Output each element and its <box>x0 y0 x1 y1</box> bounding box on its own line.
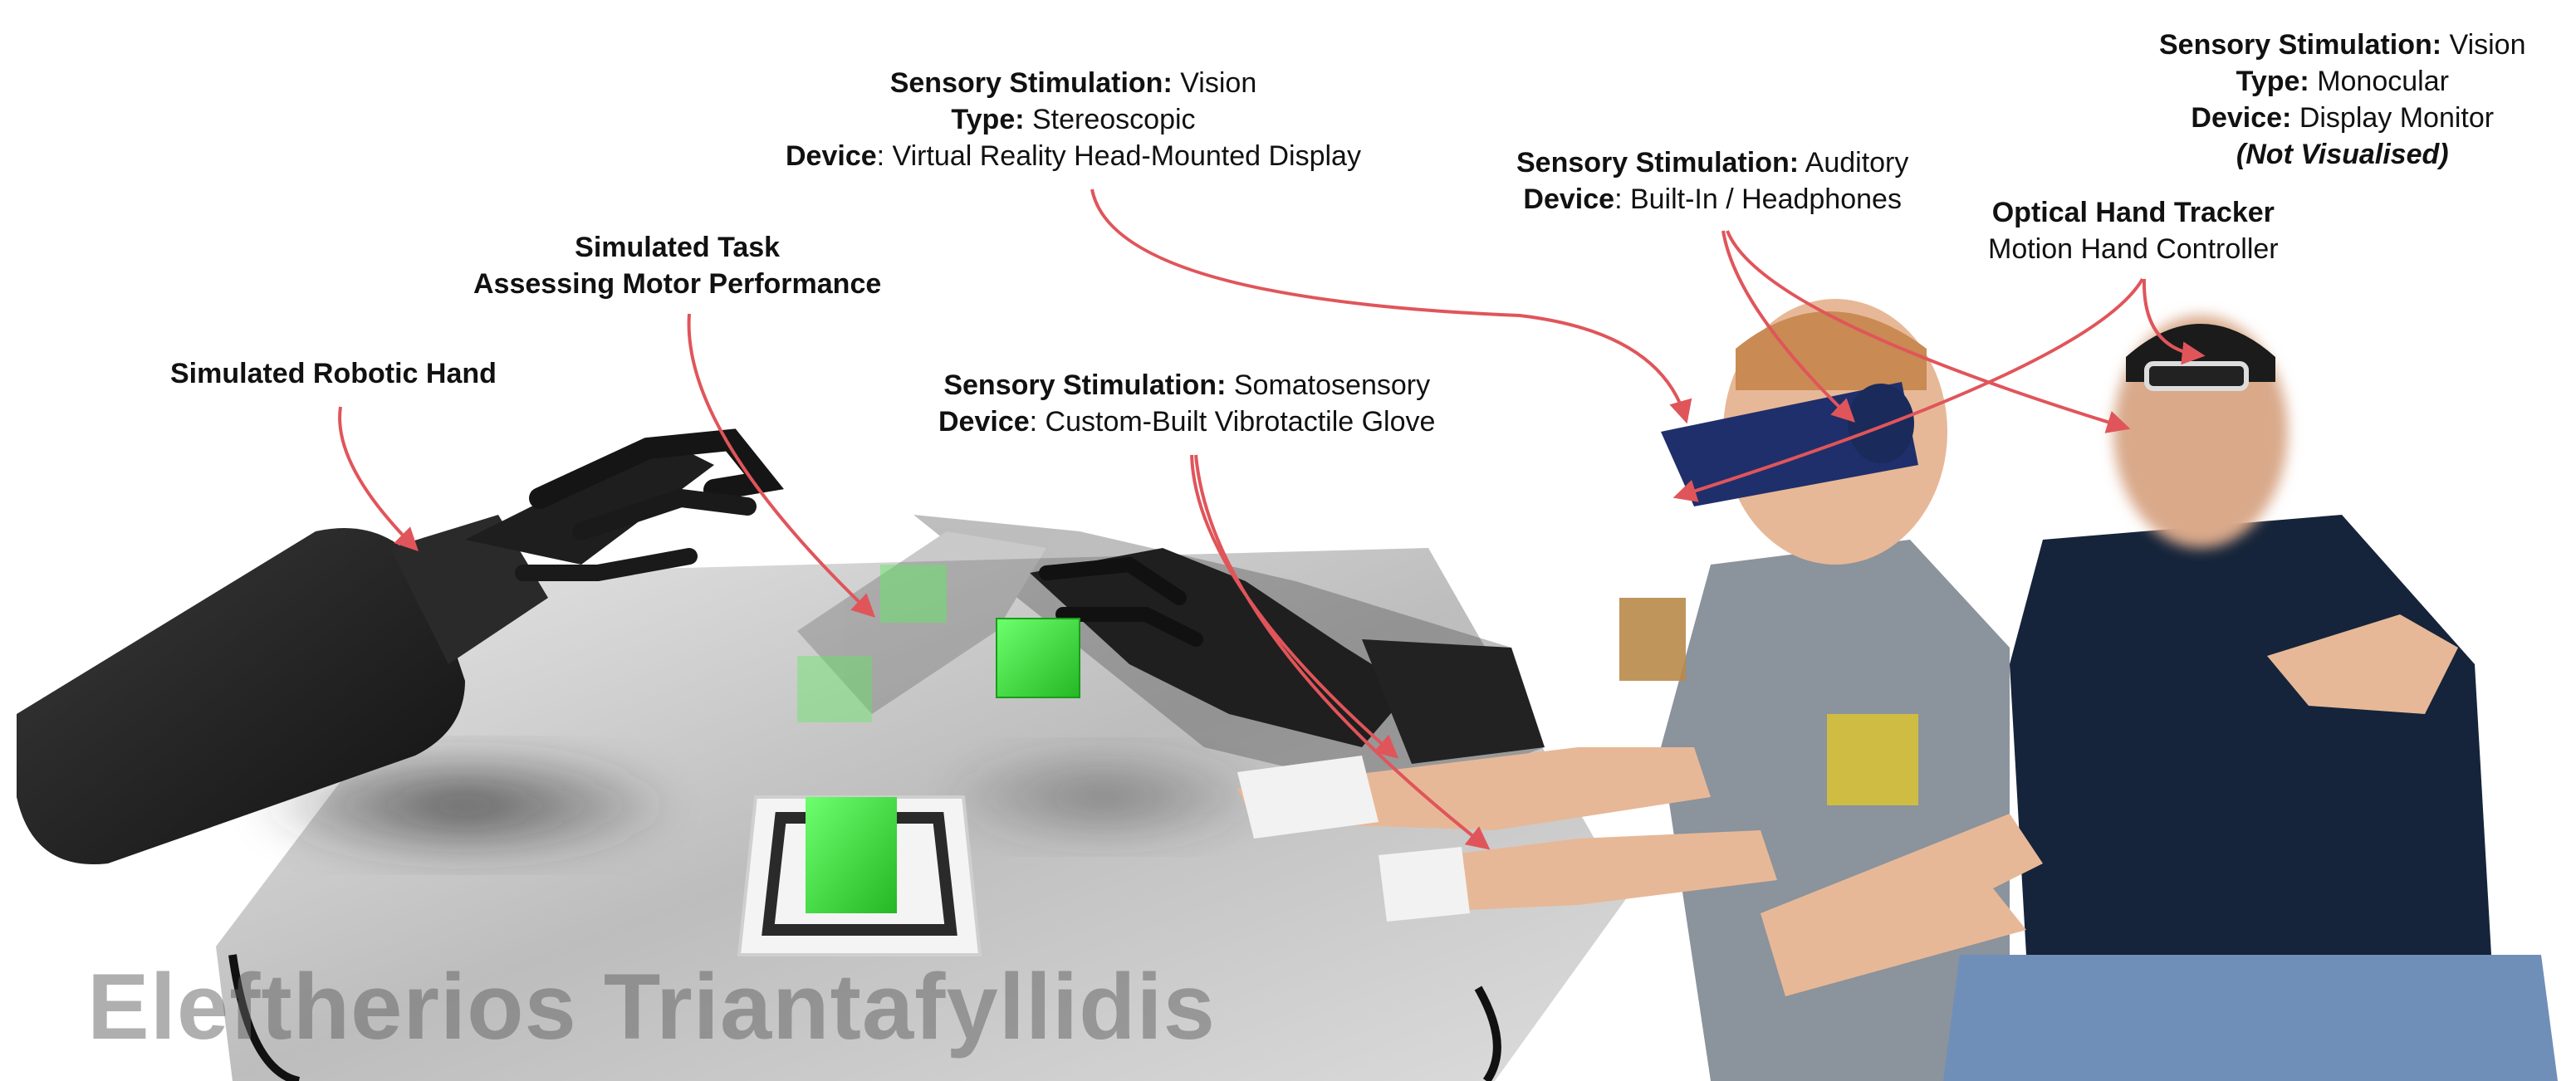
robotic-hand-active <box>1030 548 1545 764</box>
participant-tracker <box>1761 315 2558 1081</box>
somatosensory-value: Somatosensory <box>1233 369 1431 401</box>
arrow-auditory-1 <box>1721 230 1856 423</box>
annotation-arrows <box>338 188 2206 850</box>
vision-monitor-device-value: Display Monitor <box>2299 102 2495 134</box>
auditory-device-key: Device <box>1523 183 1615 215</box>
arrow-tracker-2 <box>1672 277 2144 502</box>
target-tray <box>737 795 982 956</box>
author-watermark: Eleftherios Triantafyllidis <box>87 955 1216 1059</box>
vision-monitor-key: Sensory Stimulation: <box>2159 29 2442 61</box>
vision-monitor-note: (Not Visualised) <box>2236 139 2449 170</box>
arrow-auditory-2 <box>1726 230 2131 433</box>
label-somatosensory: Sensory Stimulation: Somatosensory Devic… <box>938 367 1435 440</box>
task-cubes <box>797 565 1080 722</box>
glove-device-key: Device <box>938 406 1030 438</box>
arrow-task <box>687 313 876 618</box>
label-hand-tracker: Optical Hand Tracker Motion Hand Control… <box>1988 194 2279 267</box>
somatosensory-key: Sensory Stimulation: <box>943 369 1227 401</box>
vision-monitor-type-value: Monocular <box>2317 66 2449 97</box>
robotic-hand-title: Simulated Robotic Hand <box>170 358 497 389</box>
label-simulated-robotic-hand: Simulated Robotic Hand <box>170 355 497 392</box>
label-vision-monitor: Sensory Stimulation: Vision Type: Monocu… <box>2159 27 2526 173</box>
auditory-value: Auditory <box>1805 147 1909 179</box>
task-subtitle: Assessing Motor Performance <box>473 268 882 300</box>
hand-tracker-title: Optical Hand Tracker <box>1991 197 2275 228</box>
robotic-hand-illustration <box>17 428 784 864</box>
vision-vr-value: Vision <box>1180 67 1257 99</box>
vision-vr-device-value: : Virtual Reality Head-Mounted Display <box>876 140 1361 172</box>
vision-vr-key: Sensory Stimulation: <box>889 67 1173 99</box>
label-simulated-task: Simulated Task Assessing Motor Performan… <box>473 229 881 302</box>
vision-vr-type-key: Type: <box>951 104 1025 135</box>
arrow-robotic-hand <box>338 406 419 551</box>
auditory-key: Sensory Stimulation: <box>1516 147 1800 179</box>
auditory-device-value: : Built-In / Headphones <box>1614 183 1902 215</box>
vision-monitor-value: Vision <box>2449 29 2526 61</box>
arrow-vr-display <box>1090 188 1692 424</box>
vision-vr-device-key: Device <box>786 140 877 172</box>
glove-device-value: : Custom-Built Vibrotactile Glove <box>1029 406 1436 438</box>
vision-monitor-device-key: Device: <box>2191 102 2292 134</box>
participant-vr <box>1237 299 2010 1081</box>
label-vision-vr: Sensory Stimulation: Vision Type: Stereo… <box>786 65 1361 174</box>
arrow-glove-2 <box>1194 454 1491 850</box>
vision-vr-type-value: Stereoscopic <box>1032 104 1196 135</box>
label-auditory: Sensory Stimulation: Auditory Device: Bu… <box>1516 144 1908 218</box>
hand-tracker-subtitle: Motion Hand Controller <box>1988 233 2279 265</box>
vision-monitor-type-key: Type: <box>2236 66 2309 97</box>
task-title: Simulated Task <box>575 232 781 263</box>
arrow-tracker-1 <box>2142 278 2206 365</box>
